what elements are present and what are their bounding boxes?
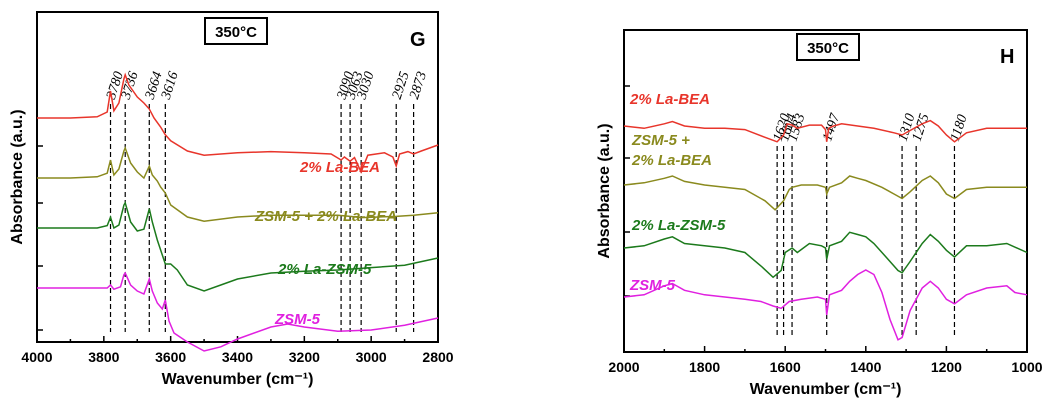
series-label: ZSM-5 + [631,132,690,149]
chart-panel-h: 2000 1800 1600 1400 1200 1000 Wavenumber (cm⁻¹… [596,29,1043,398]
series-label: ZSM-5 [629,277,676,294]
series-line-0 [623,119,1027,143]
temperature-label: 350°C [215,24,257,41]
chart-panel-g: 4000 3800 3600 3400 3200 3000 2800 Wavenumber (… [9,11,454,388]
x-tick-label: 4000 [21,349,52,365]
series-label: ZSM-5 [274,311,321,328]
y-axis-label: Absorbance (a.u.) [9,109,26,244]
x-axis: 4000 3800 3600 3400 3200 3000 2800 [21,336,454,365]
x-tick-label: 3000 [356,349,387,365]
temperature-box [796,33,860,61]
temperature-box [204,17,268,45]
x-axis-label: Wavenumber (cm⁻¹) [162,371,314,388]
series-line-2 [623,231,1028,279]
x-tick-label: 1000 [1011,359,1042,375]
series-line-1 [623,175,1027,211]
x-tick-label: 1800 [689,359,720,375]
x-tick-label: 1200 [931,359,962,375]
series-label: 2% La-BEA [629,91,710,108]
series-line-3 [37,271,439,352]
x-tick-label: 1600 [770,359,801,375]
panel-letter: G [410,29,426,51]
x-tick-label: 3600 [155,349,186,365]
series-line-3 [623,269,1028,341]
y-axis-label: Absorbance (a.u.) [596,123,613,258]
series-line-2 [37,200,439,292]
series-label: ZSM-5 + 2% La-BEA [254,208,397,225]
x-tick-label: 1400 [850,359,881,375]
series-label: 2% La-BEA [631,152,712,169]
x-tick-label: 3800 [88,349,119,365]
x-tick-label: 2800 [422,349,453,365]
temperature-label: 350°C [807,40,849,57]
x-tick-label: 3200 [289,349,320,365]
x-tick-label: 2000 [608,359,639,375]
series-line-1 [37,145,439,222]
series-label: 2% La-ZSM-5 [631,217,726,234]
series-label: 2% La-BEA [299,159,380,176]
x-axis-label: Wavenumber (cm⁻¹) [750,381,902,398]
x-axis: 2000 1800 1600 1400 1200 1000 [608,346,1043,375]
panel-letter: H [1000,46,1014,68]
x-tick-label: 3400 [222,349,253,365]
series-label: 2% La-ZSM-5 [277,261,372,278]
series-line-0 [37,72,439,174]
